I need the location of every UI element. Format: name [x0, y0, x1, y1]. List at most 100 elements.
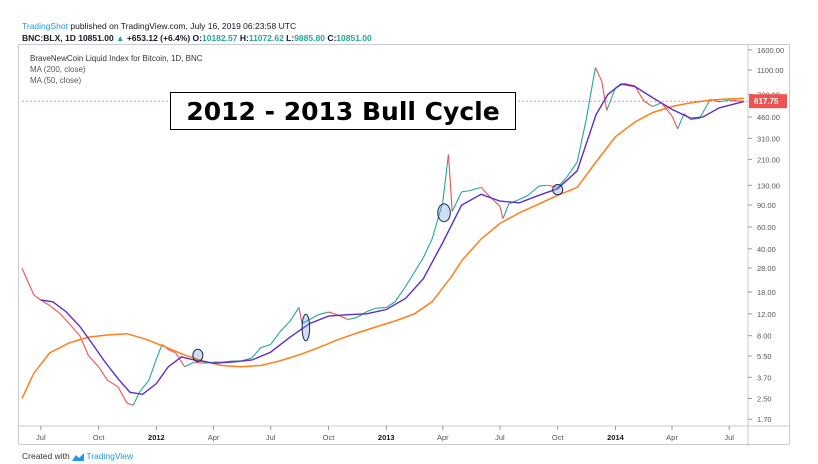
price-segment: [194, 361, 203, 364]
close-value: 10851.00: [336, 33, 372, 43]
x-tick-label: Apr: [208, 433, 220, 442]
x-tick-label: Jul: [724, 433, 734, 442]
x-tick-label: Apr: [437, 433, 449, 442]
price-segment: [298, 307, 303, 324]
footer: Created with TradingView: [22, 451, 133, 461]
price-segment: [301, 319, 310, 325]
price-segment: [68, 323, 81, 337]
x-tick-label: Jul: [266, 433, 276, 442]
price-segment: [719, 99, 730, 103]
price-segment: [33, 294, 42, 301]
x-tick-label: Apr: [666, 433, 678, 442]
tradingview-logo-icon: [72, 452, 85, 461]
y-tick-label: 40.00: [757, 245, 776, 254]
price-segment: [538, 184, 548, 187]
price-segment: [270, 332, 280, 345]
price-segment: [671, 115, 679, 130]
legend-ma50[interactable]: MA (50, close): [30, 76, 82, 85]
y-tick-label: 90.00: [757, 201, 776, 210]
last-price-badge: [749, 94, 787, 109]
chart-frame[interactable]: [18, 44, 790, 445]
price-segment: [139, 379, 150, 393]
chart-header: TradingShot published on TradingView.com…: [22, 20, 372, 44]
price-segment: [660, 102, 673, 117]
chart-legend: BraveNewCoin Liquid Index for Bitcoin, 1…: [30, 53, 203, 86]
open-value: 10182.57: [202, 33, 238, 43]
y-tick-label: 1.70: [757, 415, 772, 424]
ma50-line: [40, 83, 745, 396]
price-segment: [385, 301, 396, 308]
price-segment: [585, 67, 596, 121]
price-segment: [451, 191, 463, 212]
price-segment: [699, 99, 711, 119]
legend-ma200[interactable]: MA (200, close): [30, 65, 86, 74]
price-segment: [470, 186, 482, 192]
x-tick-label: Jul: [495, 433, 505, 442]
y-tick-label: 1100.00: [757, 66, 784, 75]
price-segment: [566, 161, 578, 178]
change-value: +653.12 (+6.4%): [126, 33, 191, 43]
price-segment: [155, 344, 163, 360]
price-segment: [519, 194, 529, 200]
x-tick-label: 2014: [607, 433, 625, 442]
price-segment: [88, 355, 100, 368]
change-arrow-icon: ▲: [116, 33, 125, 43]
y-tick-label: 2.50: [757, 394, 772, 403]
price-segment: [677, 113, 685, 130]
created-with-text: Created with: [22, 451, 70, 461]
price-segment: [527, 185, 540, 196]
price-segment: [729, 99, 739, 102]
x-tick-label: Oct: [93, 433, 106, 442]
price-segment: [289, 307, 300, 322]
high-value: 11072.62: [248, 33, 284, 43]
price-segment: [318, 311, 329, 316]
price-segment: [447, 154, 453, 212]
x-tick-label: 2012: [148, 433, 165, 442]
symbol-label: BNC:BLX, 1D: [22, 33, 76, 43]
low-value: 9885.80: [294, 33, 325, 43]
price-segment: [431, 202, 444, 240]
price-segment: [499, 206, 504, 219]
price-segment: [366, 307, 376, 313]
x-tick-label: Oct: [552, 433, 565, 442]
price-segment: [107, 379, 119, 388]
price-segment: [576, 120, 587, 163]
price-segment: [606, 87, 616, 111]
high-label: H:: [239, 33, 249, 43]
price-segment: [557, 177, 567, 188]
price-segment: [394, 285, 407, 303]
price-segment: [414, 257, 424, 273]
price-segment: [652, 102, 662, 107]
price-segment: [634, 85, 645, 102]
ma200-line: [21, 97, 745, 399]
published-text: published on TradingView.com, July 16, 2…: [70, 21, 297, 31]
y-tick-label: 3.70: [757, 373, 772, 382]
y-tick-label: 8.00: [757, 332, 772, 341]
y-tick-label: 460.00: [757, 113, 780, 122]
price-segment: [27, 280, 35, 296]
price-segment: [461, 189, 471, 193]
support-highlight-ellipse: [192, 348, 204, 363]
price-segment: [347, 316, 357, 321]
price-segment: [594, 67, 603, 82]
price-segment: [117, 386, 128, 404]
price-segment: [547, 184, 558, 188]
legend-title: BraveNewCoin Liquid Index for Bitcoin, 1…: [30, 54, 203, 63]
y-tick-label: 12.00: [757, 310, 776, 319]
price-segment: [309, 314, 319, 320]
y-tick-label: 1600.00: [757, 46, 784, 55]
y-tick-label: 310.00: [757, 134, 780, 143]
tradingview-link[interactable]: TradingView: [86, 451, 134, 461]
price-segment: [148, 358, 157, 381]
y-tick-label: 130.00: [757, 181, 780, 190]
price-segment: [168, 348, 177, 354]
price-segment: [328, 311, 338, 316]
price-segment: [132, 392, 140, 406]
price-segment: [251, 347, 262, 359]
price-segment: [601, 80, 608, 111]
brand-link[interactable]: TradingShot: [22, 21, 68, 31]
price-segment: [126, 402, 134, 406]
price-segment: [442, 154, 449, 203]
price-segment: [405, 271, 415, 287]
